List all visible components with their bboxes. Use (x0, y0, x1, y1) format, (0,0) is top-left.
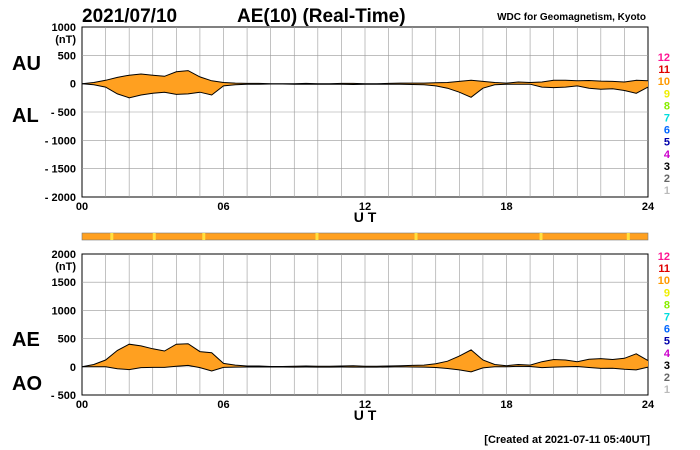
y-tick-label: 0 (70, 79, 76, 91)
y-unit-label: (nT) (55, 261, 76, 273)
x-tick-label: 00 (76, 201, 88, 213)
y-tick-label: 0 (70, 362, 76, 374)
side-label-ae: AE (12, 329, 40, 351)
station-key-label: 7 (664, 312, 670, 324)
station-key-label: 2 (664, 173, 670, 185)
station-bar-highlight (152, 233, 156, 240)
y-tick-label: - 500 (51, 390, 76, 402)
side-label-ao: AO (12, 373, 42, 395)
station-bar-highlight (315, 233, 319, 240)
station-bar-fill (81, 232, 649, 241)
area-fill (82, 343, 648, 372)
x-tick-label: 06 (217, 201, 229, 213)
station-bar-highlight (626, 233, 630, 240)
station-key-label: 5 (664, 336, 670, 348)
chart-date: 2021/07/10 (82, 6, 177, 27)
station-key-label: 1 (664, 185, 670, 197)
chart-title: AE(10) (Real-Time) (237, 6, 406, 27)
y-tick-label: - 1500 (45, 164, 76, 176)
au-al-panel: 1000 500 0 - 500 - 1000 - 1500 - 2000 (nT) 00 06 1… (12, 22, 655, 225)
station-key-label: 8 (664, 299, 670, 311)
ae-ao-panel: 2000 1500 1000 500 0 - 500 (nT) 00 06 12 18 24 U T AE… (12, 249, 655, 423)
station-key-label: 11 (658, 263, 670, 275)
station-key-label: 10 (658, 76, 670, 88)
station-key-label: 1 (664, 384, 670, 396)
station-key-label: 4 (664, 149, 671, 161)
y-tick-label: 1500 (52, 277, 76, 289)
station-key-label: 8 (664, 100, 670, 112)
series-line-al (81, 83, 649, 99)
station-bar-highlight (414, 233, 418, 240)
station-bar-highlight (202, 233, 206, 240)
station-key-label: 10 (658, 275, 670, 287)
series-line-ao (82, 364, 649, 373)
y-tick-label: 1000 (52, 22, 76, 34)
x-axis-label: U T (354, 407, 377, 423)
station-key-label: 9 (664, 287, 670, 299)
station-count-bar (81, 232, 649, 241)
station-key-label: 5 (664, 137, 670, 149)
x-tick-label: 24 (642, 399, 655, 411)
y-tick-label: - 1000 (45, 135, 76, 147)
x-tick-label: 18 (500, 201, 512, 213)
y-tick-label: 500 (58, 50, 76, 62)
station-key-label: 2 (664, 372, 670, 384)
station-bar-highlight (539, 233, 543, 240)
y-tick-label: 1000 (52, 305, 76, 317)
x-axis-label: U T (354, 209, 377, 225)
side-label-au: AU (12, 53, 41, 75)
station-key-label: 4 (664, 348, 671, 360)
y-tick-label: - 500 (51, 107, 76, 119)
station-bar-highlight (110, 233, 114, 240)
x-tick-label: 00 (76, 399, 88, 411)
station-key-label: 6 (664, 324, 670, 336)
y-tick-label: 500 (58, 334, 76, 346)
station-key-label: 11 (658, 64, 670, 76)
x-tick-label: 12 (359, 201, 371, 213)
side-label-al: AL (12, 105, 39, 127)
station-key-label: 6 (664, 125, 670, 137)
y-unit-label: (nT) (55, 34, 76, 46)
created-timestamp: [Created at 2021-07-11 05:40UT] (484, 434, 650, 446)
series-line-ae (81, 343, 649, 368)
station-key-label: 3 (664, 161, 670, 173)
station-key-label: 12 (658, 52, 670, 64)
y-tick-label: 2000 (52, 249, 76, 261)
data-source: WDC for Geomagnetism, Kyoto (497, 12, 646, 23)
station-key-label: 9 (664, 88, 670, 100)
station-key-label: 12 (658, 251, 670, 263)
x-tick-label: 24 (642, 201, 655, 213)
y-tick-label: - 2000 (45, 192, 76, 204)
x-tick-label: 06 (217, 399, 229, 411)
x-tick-label: 12 (359, 399, 371, 411)
x-tick-label: 18 (500, 399, 512, 411)
station-key-label: 7 (664, 113, 670, 125)
station-key-label: 3 (664, 360, 670, 372)
